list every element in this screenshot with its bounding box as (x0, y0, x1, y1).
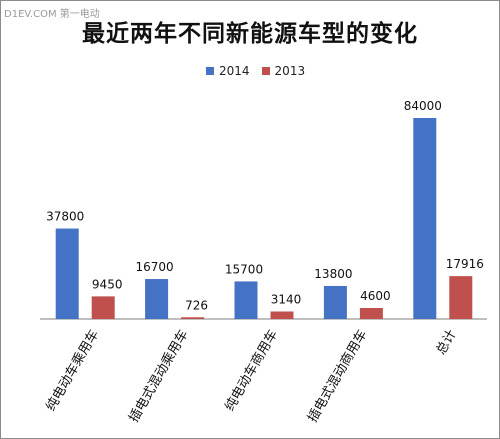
legend-item-2013: 2013 (261, 64, 306, 78)
bar-2014-3 (323, 285, 347, 319)
bar-2014-1 (145, 279, 169, 319)
bar-2013-4 (449, 276, 473, 319)
legend-swatch-2014 (206, 67, 214, 75)
data-label-2014-3: 13800 (314, 267, 352, 281)
x-tick-label-3: 插电式混动商用车 (304, 327, 370, 425)
bar-2013-1 (181, 317, 205, 319)
legend-label-2014: 2014 (219, 64, 250, 78)
data-label-2013-1: 726 (185, 298, 208, 312)
data-label-2014-1: 16700 (136, 260, 174, 274)
x-tick-label-2: 纯电动车商用车 (222, 327, 281, 414)
data-label-2013-2: 3140 (271, 292, 302, 306)
data-label-2013-0: 9450 (92, 277, 123, 291)
bar-2014-0 (55, 228, 79, 319)
x-tick-label-1: 插电式混动乘用车 (126, 327, 192, 425)
legend-label-2013: 2013 (274, 64, 306, 78)
data-label-2013-4: 17916 (446, 257, 484, 271)
bar-2013-0 (91, 296, 115, 319)
bar-2014-2 (234, 281, 258, 319)
data-label-2014-0: 37800 (46, 210, 84, 224)
bar-2013-2 (270, 311, 294, 319)
data-label-2013-3: 4600 (360, 289, 391, 303)
chart-title: 最近两年不同新能源车型的变化 (82, 21, 418, 47)
x-tick-label-0: 纯电动车乘用车 (43, 327, 102, 414)
x-tick-label-4: 总计 (434, 328, 460, 358)
data-label-2014-2: 15700 (225, 262, 263, 276)
data-label-2014-4: 84000 (404, 99, 442, 113)
legend-item-2014: 2014 (206, 64, 250, 78)
bar-2013-3 (359, 307, 383, 319)
watermark: D1EV.COM 第一电动 (4, 9, 100, 20)
legend: 2014 2013 (206, 64, 317, 78)
legend-swatch-2013 (261, 67, 270, 75)
bar-2014-4 (413, 118, 437, 319)
